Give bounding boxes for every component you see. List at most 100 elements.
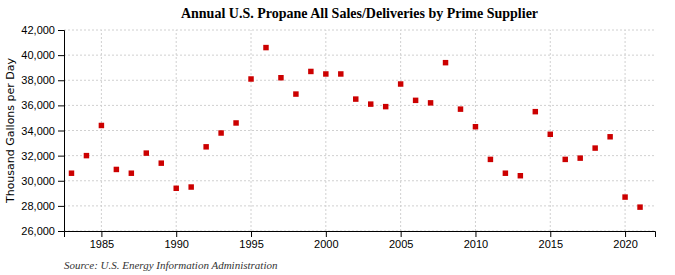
x-tick-mark — [326, 231, 327, 237]
x-tick: 2000 — [314, 231, 338, 250]
y-grid-line — [64, 80, 655, 81]
point — [203, 144, 208, 149]
point — [69, 170, 74, 175]
y-tick-mark — [58, 55, 64, 56]
y-tick-mark — [58, 30, 64, 31]
point — [84, 153, 89, 158]
point — [218, 130, 223, 135]
x-tick-mark — [625, 231, 626, 237]
point — [129, 170, 134, 175]
y-tick: 34,000 — [21, 125, 64, 137]
y-tick: 28,000 — [21, 200, 64, 212]
x-tick-label: 1985 — [90, 238, 114, 250]
x-tick: 2015 — [539, 231, 563, 250]
y-tick-label: 36,000 — [21, 99, 55, 111]
point — [338, 71, 343, 76]
point — [533, 109, 538, 114]
point — [188, 184, 193, 189]
point — [278, 75, 283, 80]
x-grid-line — [251, 30, 252, 231]
x-grid-line — [475, 30, 476, 231]
x-axis: 1985 1990 1995 2000 2005 2010 2015 2020 — [65, 231, 656, 250]
grid — [64, 30, 655, 231]
y-grid-line — [64, 130, 655, 131]
x-tick: 2020 — [613, 231, 637, 250]
y-tick-mark — [58, 156, 64, 157]
points — [69, 45, 643, 210]
x-tick-mark — [251, 231, 252, 237]
y-tick-mark — [58, 231, 64, 232]
point — [428, 100, 433, 105]
y-grid-line — [64, 30, 655, 31]
point — [458, 106, 463, 111]
point — [592, 145, 597, 150]
x-tick-label: 2000 — [314, 238, 338, 250]
y-grid-line — [64, 205, 655, 206]
y-tick-mark — [58, 181, 64, 182]
x-tick-mark — [475, 231, 476, 237]
point — [607, 134, 612, 139]
x-tick-label: 1995 — [239, 238, 263, 250]
point — [383, 104, 388, 109]
point — [473, 124, 478, 129]
point — [518, 173, 523, 178]
x-tick-mark — [401, 231, 402, 237]
point — [323, 71, 328, 76]
y-grid-line — [64, 155, 655, 156]
point — [114, 167, 119, 172]
point — [637, 204, 642, 209]
point — [99, 123, 104, 128]
y-tick-mark — [58, 206, 64, 207]
point — [353, 96, 358, 101]
y-tick-label: 40,000 — [21, 49, 55, 61]
x-tick-label: 2015 — [539, 238, 563, 250]
point — [488, 157, 493, 162]
y-grid-line — [64, 55, 655, 56]
x-tick-label: 1990 — [164, 238, 188, 250]
x-tick: 1995 — [239, 231, 263, 250]
y-tick: 26,000 — [21, 225, 64, 237]
point — [263, 45, 268, 50]
point — [293, 91, 298, 96]
y-tick-mark — [58, 80, 64, 81]
point — [173, 186, 178, 191]
y-tick-label: 34,000 — [21, 125, 55, 137]
point — [413, 98, 418, 103]
y-axis: 26,00028,00030,00032,00034,00036,00038,0… — [21, 24, 64, 237]
y-tick: 30,000 — [21, 175, 64, 187]
y-tick: 40,000 — [21, 49, 64, 61]
x-tick: 1985 — [90, 231, 114, 250]
point — [503, 170, 508, 175]
x-tick: 2005 — [389, 231, 413, 250]
point — [443, 60, 448, 65]
y-tick-label: 28,000 — [21, 200, 55, 212]
point — [233, 120, 238, 125]
y-tick: 42,000 — [21, 24, 64, 36]
x-tick-label: 2010 — [464, 238, 488, 250]
x-tick-label: 2005 — [389, 238, 413, 250]
chart: 1985 1990 1995 2000 2005 2010 2015 2020 26,000 28… — [0, 0, 675, 275]
y-tick-label: 26,000 — [21, 225, 55, 237]
point — [144, 150, 149, 155]
y-grid-line — [64, 105, 655, 106]
x-tick-mark — [550, 231, 551, 237]
x-axis-line — [65, 232, 656, 238]
y-grid-line — [64, 180, 655, 181]
x-tick-mark — [101, 231, 102, 237]
y-axis-title: Thousand Gallons per Day — [4, 57, 17, 204]
point — [622, 194, 627, 199]
point — [398, 81, 403, 86]
point — [308, 69, 313, 74]
source: Source: U.S. Energy Information Administ… — [64, 259, 278, 271]
x-tick: 1990 — [164, 231, 188, 250]
point — [248, 76, 253, 81]
y-tick-label: 38,000 — [21, 74, 55, 86]
point — [159, 160, 164, 165]
title: Annual U.S. Propane All Sales/Deliveries… — [181, 6, 538, 21]
y-tick-label: 30,000 — [21, 175, 55, 187]
point — [577, 155, 582, 160]
x-tick-label: 2020 — [613, 238, 637, 250]
x-tick: 2010 — [464, 231, 488, 250]
point — [368, 101, 373, 106]
y-tick-label: 42,000 — [21, 24, 55, 36]
